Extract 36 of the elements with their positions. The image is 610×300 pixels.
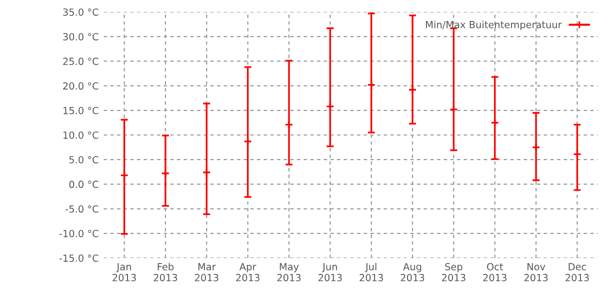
y-tick-label: 35.0 °C [63,8,98,16]
point [120,171,129,180]
point [244,137,252,146]
x-tick-label: Oct 2013 [483,263,506,282]
x-tick-label: Apr 2013 [236,263,260,282]
point [284,120,294,129]
x-tick-label: Nov 2013 [524,263,548,282]
y-tick-label: 5.0 °C [69,156,98,164]
x-tick-label: Aug 2013 [400,263,424,282]
point [202,168,211,177]
x-tick-label: Feb 2013 [154,262,178,282]
x-tick-label: Dec 2013 [566,263,589,282]
point [490,118,500,128]
point [408,85,417,94]
y-tick-label: -10.0 °C [59,230,98,238]
x-tick-label: Jul 2013 [360,262,383,282]
x-tick-label: Mar 2013 [194,263,218,282]
x-tick-label: Jun 2013 [318,263,342,282]
y-tick-label: 20.0 °C [63,82,98,90]
y-tick-label: -15.0 °C [59,254,98,262]
point [532,142,540,152]
point [161,169,170,178]
y-tick-label: 10.0 °C [64,131,98,139]
y-tick-label: 30.0 °C [63,33,98,40]
point [449,105,458,114]
point [367,80,376,90]
y-tick-label: -5.0 °C [66,205,98,213]
point [326,102,334,111]
x-tick-label: Jan 2013 [112,263,136,282]
y-tick-label: 25.0 °C [63,58,98,66]
point [572,150,582,158]
x-tick-label: Sep 2013 [442,263,466,282]
y-tick-label: 15.0 °C [64,106,98,114]
x-tick-label: May 2013 [277,263,301,282]
y-tick-label: 0.0 °C [69,180,98,188]
legend-label: Min/Max Buitentemperatuur [426,20,562,30]
